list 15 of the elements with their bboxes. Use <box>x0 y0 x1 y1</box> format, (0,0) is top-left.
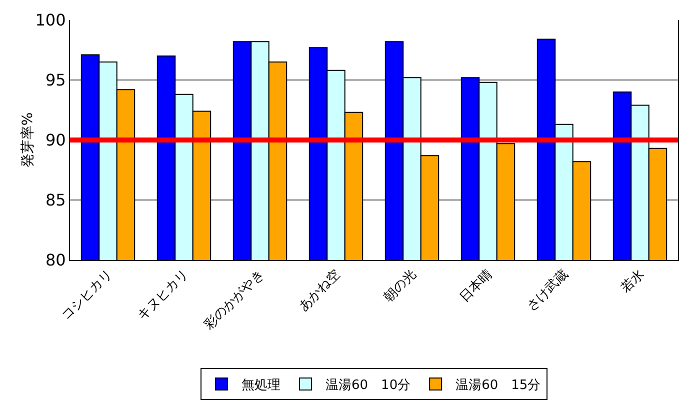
x-tick-label: さけ武蔵 <box>524 266 572 314</box>
y-tick-label: 90 <box>45 130 66 150</box>
y-tick-label: 100 <box>35 10 66 30</box>
x-tick-label: 若水 <box>618 266 648 296</box>
legend-label: 温湯60 10分 <box>326 378 411 394</box>
y-axis-title: 発芽率% <box>20 112 36 168</box>
y-tick-label: 85 <box>45 190 66 210</box>
y-tick-label: 95 <box>45 70 66 90</box>
x-tick-label: キヌヒカリ <box>134 266 192 324</box>
legend-label: 温湯60 15分 <box>456 378 541 394</box>
legend-label: 無処理 <box>242 378 280 394</box>
x-tick-label: 朝の光 <box>381 266 420 306</box>
x-tick-label: 彩のかがやき <box>202 266 268 333</box>
x-tick-label: あかね空 <box>296 266 344 314</box>
x-tick-label: 日本晴 <box>457 266 496 306</box>
